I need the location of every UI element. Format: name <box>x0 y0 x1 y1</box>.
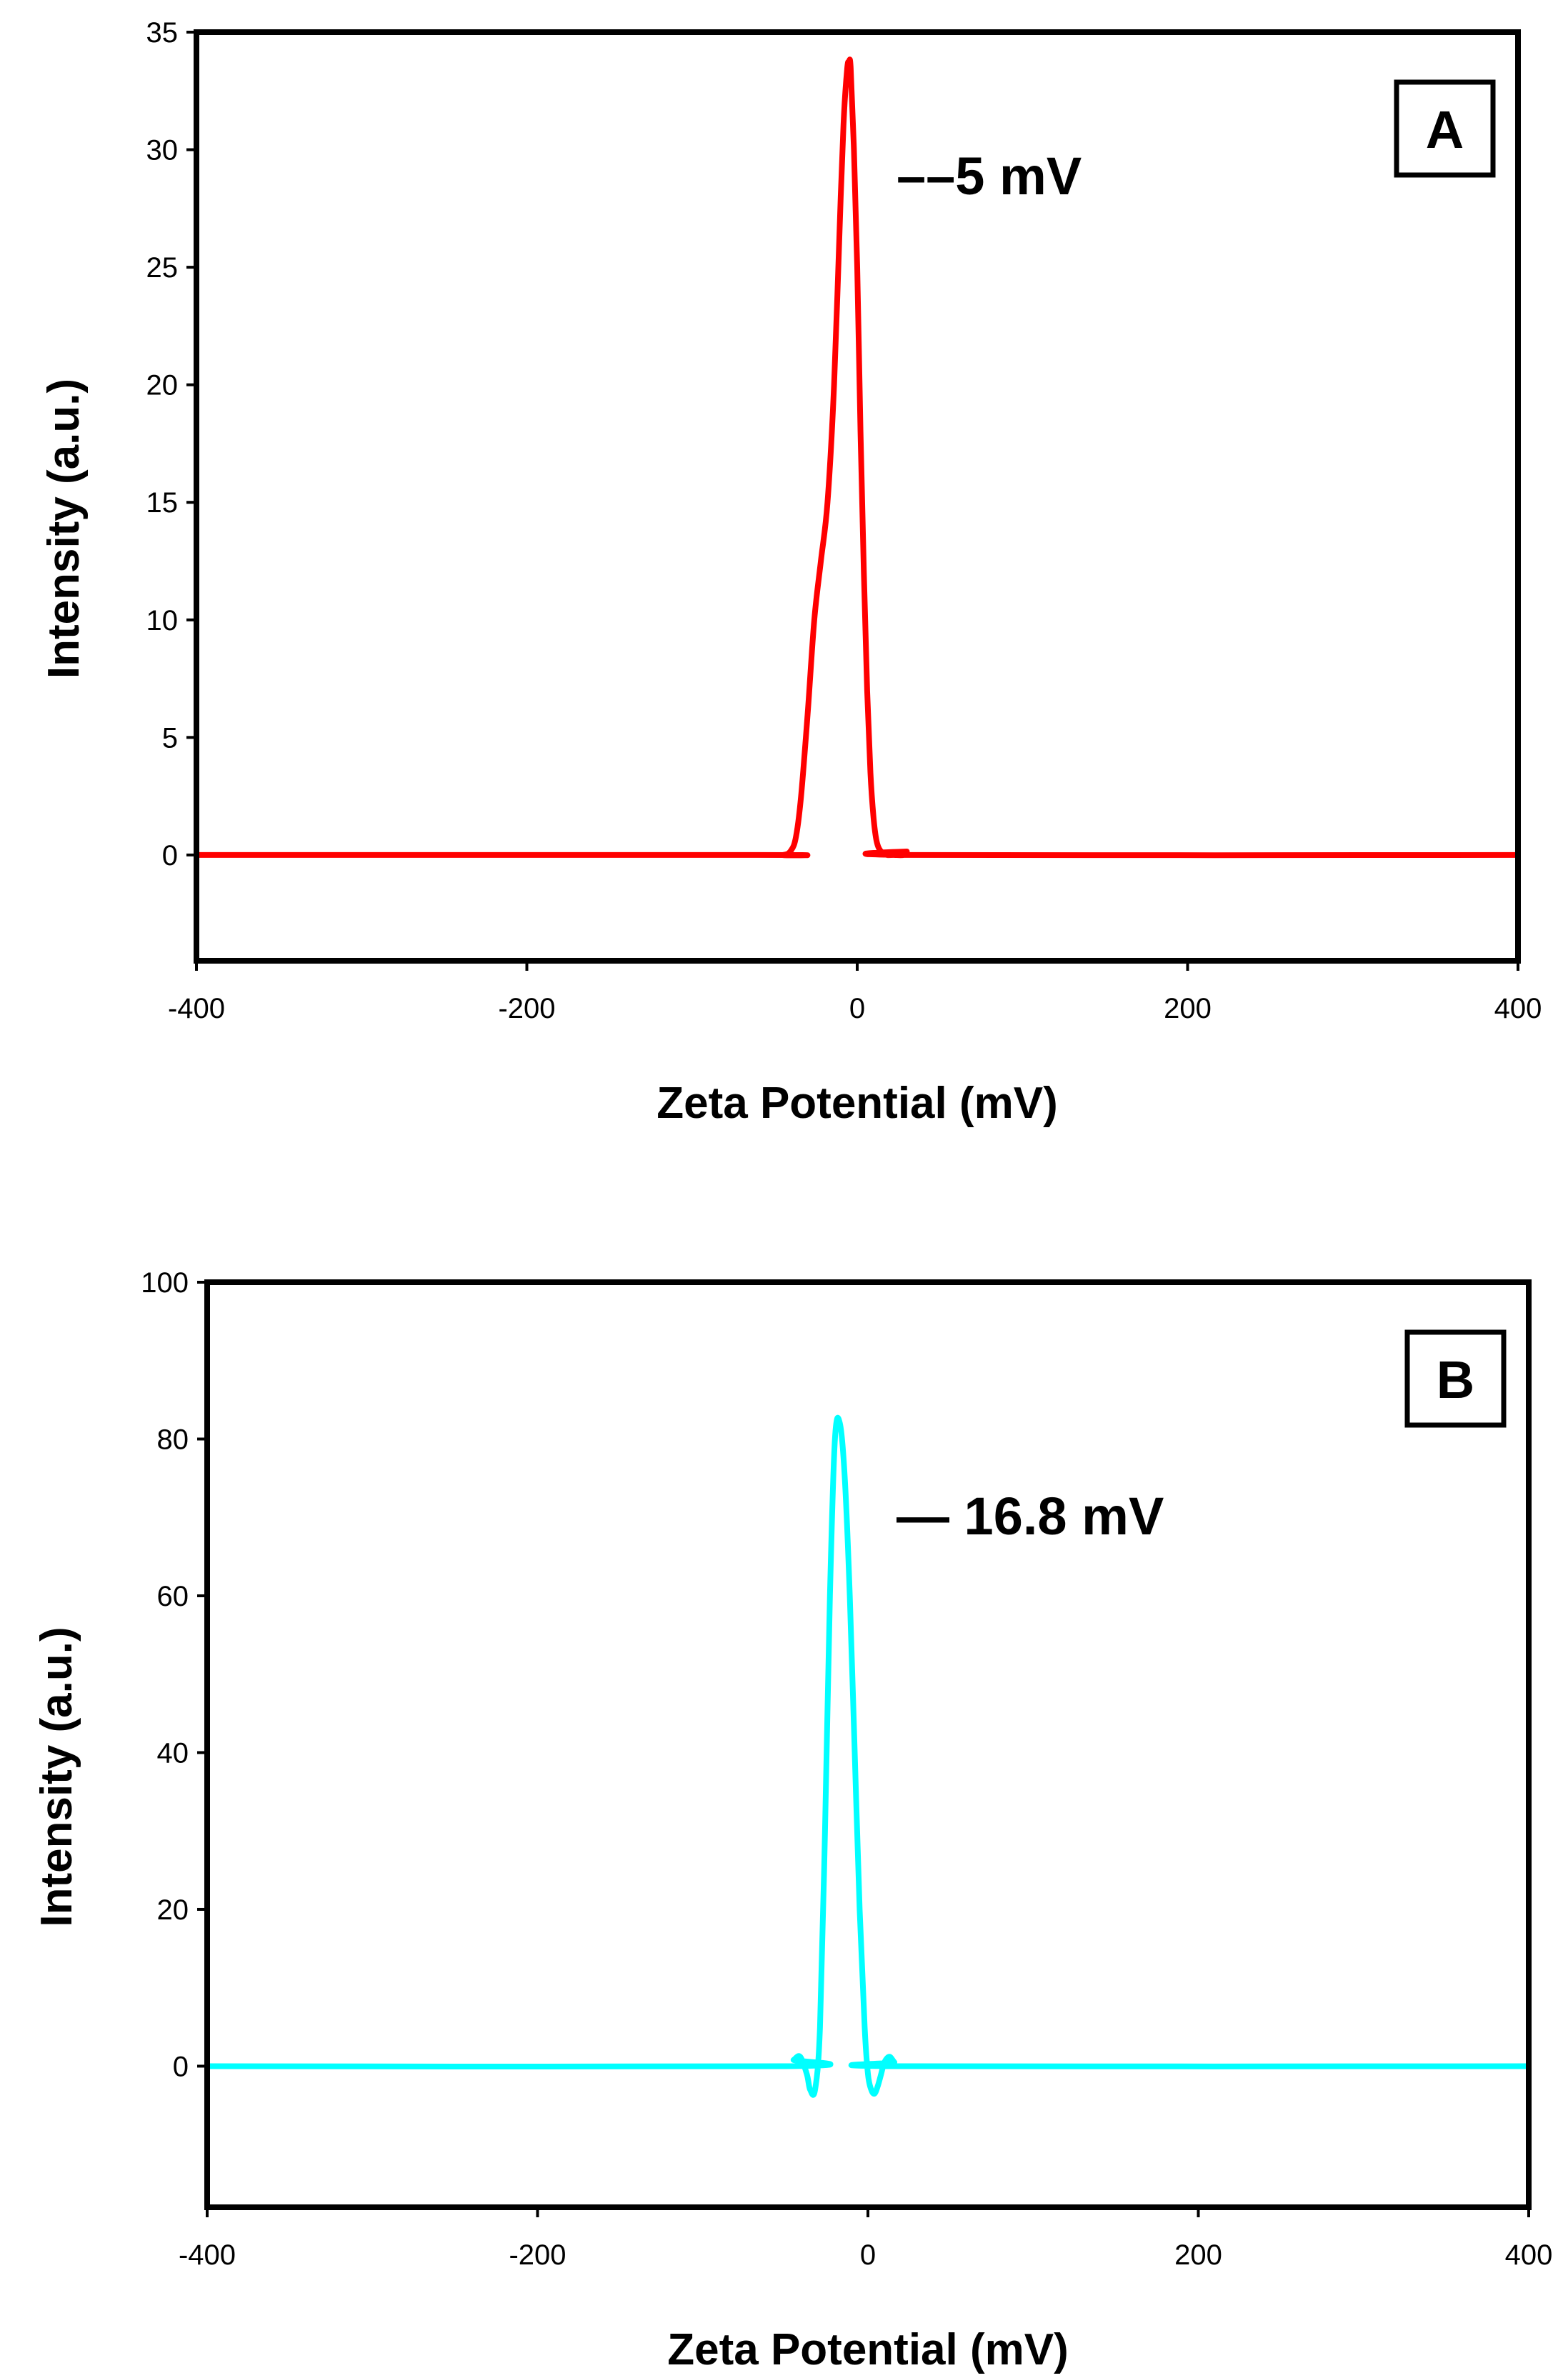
panel-a-plot-frame <box>194 29 1521 964</box>
panel-b-x-axis-label: Zeta Potential (mV) <box>667 2325 1069 2374</box>
panel-a-xtick-label: -200 <box>498 993 555 1024</box>
panel-a-xtick-label: 400 <box>1494 993 1542 1024</box>
panel-a-label: A <box>1426 100 1464 159</box>
panel-a-ytick-label: 20 <box>146 370 179 401</box>
panel-a-xtick-label: 0 <box>849 993 865 1024</box>
panel-b-ytick-label: 40 <box>157 1737 189 1769</box>
panel-b-ytick-label: 100 <box>141 1267 189 1299</box>
panel-b-ytick-label: 0 <box>173 2051 189 2082</box>
panel-b-ytick-label: 80 <box>157 1424 189 1455</box>
panel-b-xtick-label: 400 <box>1505 2239 1553 2271</box>
panel-a-series-line <box>194 56 1521 859</box>
panel-a-xtick-label: -400 <box>168 993 225 1024</box>
panel-b-x-ticks: -400 -200 0 200 400 <box>179 2207 1552 2271</box>
panel-b-y-ticks: 0 20 40 60 80 100 <box>141 1267 207 2082</box>
panel-a-xtick-label: 200 <box>1164 993 1212 1024</box>
chart-panel-b: 0 20 40 60 80 100 -400 -200 0 200 400 Ze… <box>32 1267 1552 2374</box>
panel-b-ytick-label: 60 <box>157 1581 189 1612</box>
panel-b-peak-annotation: — 16.8 mV <box>897 1487 1164 1546</box>
panel-a-ytick-label: 35 <box>146 17 179 49</box>
panel-b-xtick-label: -200 <box>509 2239 566 2271</box>
panel-b-ytick-label: 20 <box>157 1894 189 1926</box>
panel-b-xtick-label: 0 <box>860 2239 876 2271</box>
panel-a-background <box>0 0 1568 1186</box>
panel-a-ytick-label: 25 <box>146 252 179 284</box>
panel-b-series-line <box>204 1414 1532 2098</box>
panel-a-x-axis-label: Zeta Potential (mV) <box>656 1079 1058 1128</box>
panel-b-label: B <box>1437 1350 1474 1409</box>
panel-a-peak-annotation: ––5 mV <box>897 146 1082 206</box>
panel-a-label-box <box>1394 79 1496 178</box>
panel-a-y-axis-label: Intensity (a.u.) <box>39 379 89 679</box>
panel-a-ytick-label: 0 <box>162 840 178 871</box>
chart-panel-a: 0 5 10 15 20 25 30 35 -400 -200 0 200 40… <box>0 0 1568 1186</box>
panel-a-x-ticks: -400 -200 0 200 400 <box>168 961 1542 1024</box>
panel-b-xtick-label: -400 <box>179 2239 236 2271</box>
panel-b-plot-frame <box>204 1279 1532 2210</box>
panel-a-ytick-label: 5 <box>162 722 178 754</box>
panel-a-ytick-label: 10 <box>146 605 179 636</box>
panel-b-y-axis-label: Intensity (a.u.) <box>32 1627 81 1927</box>
panel-b-xtick-label: 200 <box>1174 2239 1222 2271</box>
panel-b-label-box <box>1404 1329 1507 1428</box>
panel-a-ytick-label: 15 <box>146 487 179 519</box>
panel-a-y-ticks: 0 5 10 15 20 25 30 35 <box>146 17 196 871</box>
panel-a-ytick-label: 30 <box>146 135 179 166</box>
